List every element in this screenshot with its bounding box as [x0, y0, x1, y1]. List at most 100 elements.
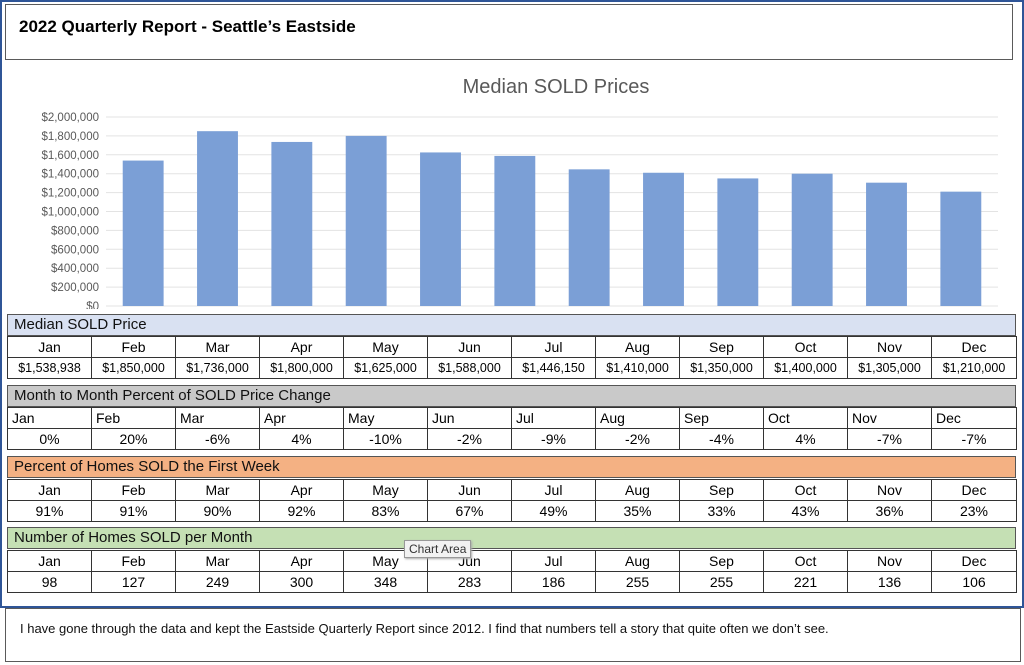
price-section-title: Median SOLD Price: [7, 314, 1016, 336]
month-header: May: [343, 479, 428, 501]
month-header: Apr: [259, 479, 344, 501]
month-header: Apr: [259, 336, 344, 358]
table-cell: 91%: [7, 500, 92, 522]
y-tick-label: $0: [86, 301, 99, 309]
month-header: Nov: [847, 336, 932, 358]
table-cell: 283: [427, 571, 512, 593]
table-cell: 33%: [679, 500, 764, 522]
month-header: Aug: [595, 336, 680, 358]
table-cell: 49%: [511, 500, 596, 522]
month-header: Sep: [679, 407, 764, 429]
month-header: May: [343, 336, 428, 358]
month-header: Jun: [427, 479, 512, 501]
table-cell: 35%: [595, 500, 680, 522]
bar-mar: [271, 141, 313, 306]
table-cell: 249: [175, 571, 260, 593]
table-cell: 36%: [847, 500, 932, 522]
table-cell: 221: [763, 571, 848, 593]
change-section-title: Month to Month Percent of SOLD Price Cha…: [7, 385, 1016, 407]
y-tick-label: $2,000,000: [41, 112, 99, 124]
month-header: Dec: [931, 550, 1017, 572]
y-tick-label: $600,000: [51, 244, 99, 256]
count-table: Jan Feb Mar Apr May Jun Jul Aug Sep Oct Nov Dec 98 12…: [7, 550, 1017, 593]
change-table: Jan Feb Mar Apr May Jun Jul Aug Sep Oct Nov Dec 0% 20…: [7, 407, 1017, 450]
table-cell: $1,736,000: [175, 357, 260, 379]
month-header: Jan: [7, 550, 92, 572]
month-header: Mar: [175, 407, 260, 429]
table-cell: $1,350,000: [679, 357, 764, 379]
month-header: Nov: [847, 479, 932, 501]
month-header: Jul: [511, 407, 596, 429]
bar-jun: [494, 155, 536, 306]
table-cell: 0%: [7, 428, 92, 450]
month-header: Apr: [259, 407, 344, 429]
bar-jul: [568, 169, 610, 306]
month-header: Oct: [763, 336, 848, 358]
table-cell: $1,210,000: [931, 357, 1017, 379]
bar-nov: [866, 182, 907, 306]
month-header: Feb: [91, 407, 176, 429]
first-week-table: Jan Feb Mar Apr May Jun Jul Aug Sep Oct Nov Dec 91% 9…: [7, 479, 1017, 522]
month-header: Mar: [175, 550, 260, 572]
month-header: Jul: [511, 479, 596, 501]
bar-apr: [345, 135, 387, 306]
table-cell: -7%: [931, 428, 1017, 450]
table-cell: -9%: [511, 428, 596, 450]
table-cell: $1,446,150: [511, 357, 596, 379]
count-section-title: Number of Homes SOLD per Month: [7, 527, 1016, 549]
table-cell: $1,410,000: [595, 357, 680, 379]
month-header: Nov: [847, 407, 932, 429]
table-cell: 91%: [91, 500, 176, 522]
bar-dec: [940, 191, 982, 306]
bar-may: [420, 152, 461, 306]
bar-jan: [122, 160, 164, 306]
table-cell: -4%: [679, 428, 764, 450]
table-cell: 348: [343, 571, 428, 593]
table-cell: 23%: [931, 500, 1017, 522]
table-cell: 4%: [763, 428, 848, 450]
month-header: Apr: [259, 550, 344, 572]
table-cell: $1,850,000: [91, 357, 176, 379]
table-cell: $1,625,000: [343, 357, 428, 379]
table-cell: 186: [511, 571, 596, 593]
month-header: Jan: [7, 336, 92, 358]
month-header: Jan: [7, 407, 92, 429]
table-cell: -2%: [595, 428, 680, 450]
y-tick-label: $200,000: [51, 282, 99, 294]
month-header: Dec: [931, 479, 1017, 501]
month-header: Dec: [931, 336, 1017, 358]
y-tick-label: $1,200,000: [41, 188, 99, 200]
month-header: Feb: [91, 550, 176, 572]
table-cell: -7%: [847, 428, 932, 450]
bar-chart: Median SOLD Prices $0 $200,000 $400,000 $600…: [41, 76, 998, 309]
table-cell: 127: [91, 571, 176, 593]
table-cell: 300: [259, 571, 344, 593]
month-header: Sep: [679, 550, 764, 572]
table-cell: 106: [931, 571, 1017, 593]
table-cell: 4%: [259, 428, 344, 450]
table-cell: 90%: [175, 500, 260, 522]
table-cell: -2%: [427, 428, 512, 450]
bar-feb: [197, 131, 238, 306]
y-tick-label: $400,000: [51, 263, 99, 275]
month-header: Dec: [931, 407, 1017, 429]
table-cell: $1,400,000: [763, 357, 848, 379]
chart-area-tooltip: Chart Area: [404, 540, 472, 558]
table-cell: $1,800,000: [259, 357, 344, 379]
table-cell: 83%: [343, 500, 428, 522]
table-cell: -6%: [175, 428, 260, 450]
month-header: Mar: [175, 336, 260, 358]
month-header: Jan: [7, 479, 92, 501]
month-header: Sep: [679, 479, 764, 501]
chart-title: Median SOLD Prices: [463, 76, 650, 98]
y-tick-label: $1,800,000: [41, 131, 99, 143]
table-cell: -10%: [343, 428, 428, 450]
footer-note: I have gone through the data and kept th…: [20, 621, 829, 636]
title-box: 2022 Quarterly Report - Seattle’s Eastsi…: [5, 4, 1013, 60]
chart-area[interactable]: Median SOLD Prices $0 $200,000 $400,000 $600…: [6, 63, 1014, 309]
y-tick-label: $1,400,000: [41, 169, 99, 181]
table-cell: $1,305,000: [847, 357, 932, 379]
table-cell: $1,538,938: [7, 357, 92, 379]
month-header: Feb: [91, 336, 176, 358]
month-header: Jul: [511, 336, 596, 358]
